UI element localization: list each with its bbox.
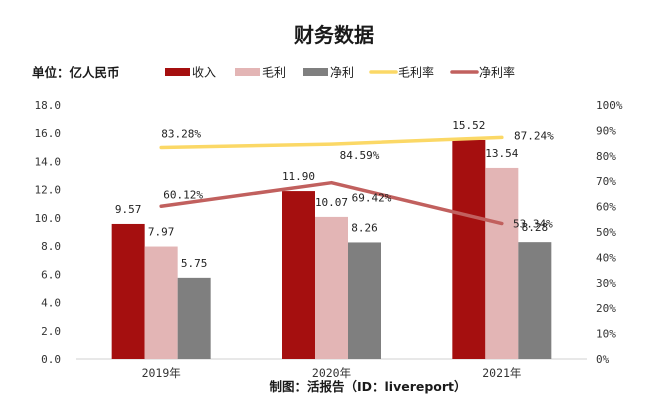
y-right-tick-label: 90% — [596, 124, 616, 137]
line-data-label: 69.42% — [352, 192, 392, 205]
bar-data-label: 15.52 — [452, 119, 485, 132]
line-data-label: 87.24% — [514, 129, 554, 142]
y-right-tick-label: 70% — [596, 175, 616, 188]
credit-text: 制图：活报告（ID：livereport） — [269, 379, 466, 394]
y-right-tick-label: 20% — [596, 302, 616, 315]
y-right-tick-label: 30% — [596, 277, 616, 290]
chart-title: 财务数据 — [294, 23, 374, 47]
line-data-label: 84.59% — [340, 149, 380, 162]
bar — [518, 242, 552, 359]
bar-data-label: 10.07 — [315, 196, 348, 209]
y-left-tick-label: 16.0 — [35, 127, 62, 140]
y-left-tick-label: 4.0 — [41, 297, 61, 310]
bar-data-label: 7.97 — [148, 226, 175, 239]
line-data-label: 60.12% — [163, 188, 203, 201]
y-right-tick-label: 40% — [596, 251, 616, 264]
legend: 收入 毛利 净利 毛利率 净利率 — [165, 65, 515, 80]
y-right-tick-label: 80% — [596, 150, 616, 163]
bar-data-label: 8.26 — [351, 221, 378, 234]
y-left-tick-label: 18.0 — [35, 99, 62, 112]
bar-data-label: 13.54 — [485, 147, 518, 160]
bar — [485, 167, 519, 359]
line-data-label: 83.28% — [161, 127, 201, 140]
y-right-tick-label: 60% — [596, 201, 616, 214]
legend-swatch — [165, 68, 190, 76]
y-left-tick-label: 6.0 — [41, 268, 61, 281]
bar-data-label: 11.90 — [282, 170, 315, 183]
unit-label: 单位：亿人民币 — [32, 65, 120, 80]
series-line — [159, 180, 504, 226]
line-series-group — [159, 135, 504, 226]
legend-label: 净利 — [330, 66, 354, 80]
bar-data-label: 8.28 — [522, 221, 549, 234]
bar — [177, 277, 211, 359]
bar-series-group — [111, 139, 552, 359]
bar — [282, 191, 315, 359]
bar — [315, 216, 348, 359]
x-category-label: 2021年 — [482, 366, 521, 380]
y-left-tick-label: 0.0 — [41, 353, 61, 366]
legend-label: 毛利 — [262, 66, 286, 80]
x-category-label: 2020年 — [312, 366, 351, 380]
bar — [452, 139, 486, 359]
y-left-tick-label: 8.0 — [41, 240, 61, 253]
legend-label: 收入 — [192, 66, 216, 80]
x-category-label: 2019年 — [142, 366, 181, 380]
legend-label: 净利率 — [479, 65, 515, 80]
bar — [111, 223, 145, 359]
data-labels-group: 9.57 11.90 15.52 7.97 10.07 13.54 5.75 8.26 8.28… — [115, 119, 554, 270]
y-left-tick-label: 12.0 — [35, 184, 62, 197]
axes: 0.0 2.0 4.0 6.0 8.0 10.0 12.0 14.0 16.0 18.0 0% 10%… — [35, 99, 623, 380]
y-right-tick-label: 10% — [596, 328, 616, 341]
y-left-tick-label: 10.0 — [35, 212, 62, 225]
y-left-tick-label: 2.0 — [41, 325, 61, 338]
series-line — [159, 135, 504, 150]
line-data-label: 53.34% — [513, 218, 553, 231]
bar — [348, 242, 381, 359]
legend-swatch — [303, 68, 328, 76]
legend-label: 毛利率 — [398, 65, 434, 80]
y-left-tick-label: 14.0 — [35, 155, 62, 168]
y-right-tick-label: 50% — [596, 226, 616, 239]
y-right-tick-label: 100% — [596, 99, 623, 112]
bar-data-label: 5.75 — [181, 257, 208, 270]
bar-data-label: 9.57 — [115, 203, 142, 216]
y-right-tick-label: 0% — [596, 353, 610, 366]
bar — [144, 246, 178, 359]
legend-swatch — [235, 68, 260, 76]
